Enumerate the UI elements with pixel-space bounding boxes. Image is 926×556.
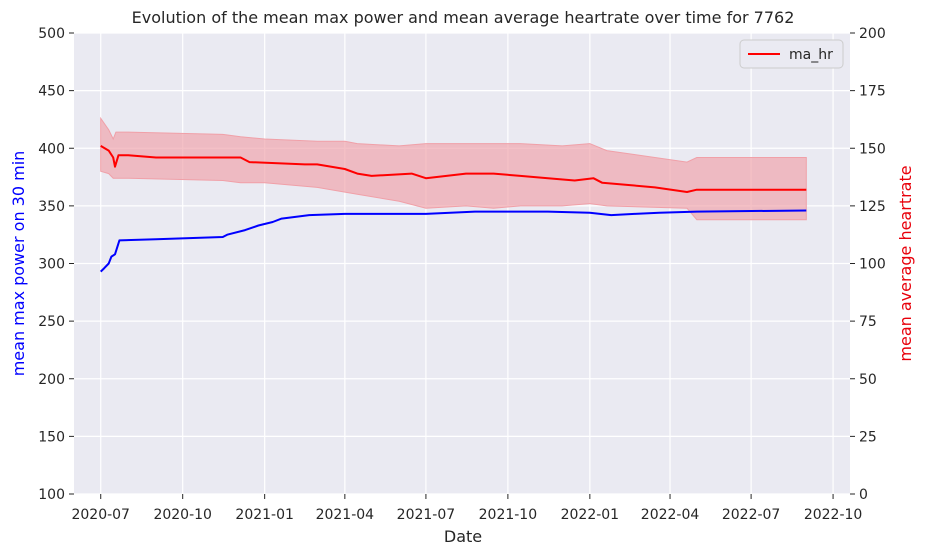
y-right-tick-label: 0	[859, 487, 868, 503]
x-tick-label: 2022-01	[561, 507, 620, 523]
x-tick-label: 2022-10	[804, 507, 863, 523]
y-right-tick-label: 50	[859, 372, 877, 388]
x-tick-label: 2020-10	[153, 507, 212, 523]
x-tick-label: 2020-07	[71, 507, 130, 523]
legend: ma_hr	[739, 39, 844, 69]
y-left-tick-label: 400	[38, 141, 65, 157]
y-right-tick-label: 75	[859, 314, 877, 330]
hr-confidence-band	[100, 116, 807, 221]
y-left-tick-label: 450	[38, 84, 65, 100]
y-axis-left-title: mean max power on 30 min	[9, 151, 28, 377]
hr-line	[100, 145, 807, 193]
x-ticks: 2020-07 2020-10 2021-01 2021-04 2021-07 2021-…	[71, 494, 862, 523]
y-ticks-right: 0 25 50 75 100 125 150 175 200	[850, 26, 886, 503]
y-right-tick-label: 150	[859, 141, 886, 157]
y-left-tick-label: 500	[38, 26, 65, 42]
y-ticks-left: 100 150 200 250 300 350 400 450 500	[38, 26, 74, 503]
x-tick-label: 2021-01	[235, 507, 294, 523]
y-right-tick-label: 200	[859, 26, 886, 42]
y-right-tick-label: 100	[859, 257, 886, 273]
y-right-tick-label: 175	[859, 84, 886, 100]
x-axis-title: Date	[444, 527, 482, 546]
x-tick-label: 2021-10	[479, 507, 538, 523]
chart-title: Evolution of the mean max power and mean…	[132, 8, 795, 27]
y-left-tick-label: 200	[38, 372, 65, 388]
y-right-tick-label: 25	[859, 429, 877, 445]
y-right-tick-label: 125	[859, 199, 886, 215]
y-axis-right-title: mean average heartrate	[896, 165, 915, 361]
y-left-tick-label: 350	[38, 199, 65, 215]
x-tick-label: 2022-04	[641, 507, 700, 523]
y-left-tick-label: 250	[38, 314, 65, 330]
hr-band-layer	[100, 116, 807, 221]
legend-label-ma-hr: ma_hr	[789, 47, 833, 63]
x-tick-label: 2021-04	[316, 507, 375, 523]
legend-box	[739, 39, 844, 69]
power-line	[100, 209, 807, 273]
y-left-tick-label: 300	[38, 257, 65, 273]
grid	[74, 32, 850, 495]
x-tick-label: 2021-07	[397, 507, 456, 523]
y-left-tick-label: 100	[38, 487, 65, 503]
y-left-tick-label: 150	[38, 429, 65, 445]
x-tick-label: 2022-07	[722, 507, 781, 523]
line-layer	[100, 145, 807, 273]
